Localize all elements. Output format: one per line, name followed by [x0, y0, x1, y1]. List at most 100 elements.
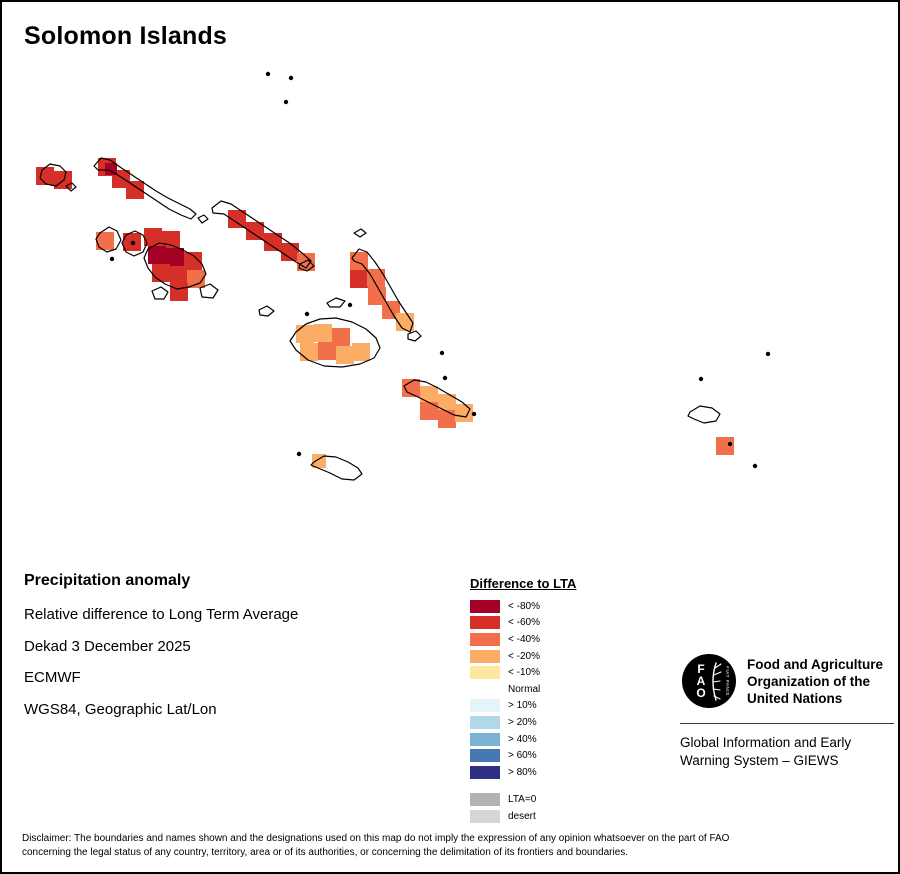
legend-swatch [470, 732, 500, 746]
fao-logo-letter: A [697, 674, 706, 688]
islet-dot [471, 411, 477, 417]
legend-swatch [470, 666, 500, 680]
map-info-line: Dekad 3 December 2025 [24, 637, 191, 655]
anomaly-cell [144, 228, 162, 246]
anomaly-cell [716, 437, 734, 455]
island-outline [197, 214, 209, 224]
anomaly-cell [105, 163, 117, 175]
map-info-line: WGS84, Geographic Lat/Lon [24, 700, 217, 718]
anomaly-cell [402, 379, 420, 397]
legend-swatch [470, 632, 500, 646]
anomaly-cell [350, 270, 368, 288]
islet-dot [752, 463, 758, 469]
islet-dot [304, 311, 310, 317]
islet-dot [698, 376, 704, 382]
island-outline [310, 455, 363, 481]
anomaly-cell [438, 394, 456, 412]
anomaly-cell [54, 171, 72, 189]
anomaly-cell [300, 343, 318, 361]
legend-label: > 20% [508, 716, 537, 728]
island-outline [687, 405, 721, 424]
anomaly-cell [228, 210, 246, 228]
islet-dot [765, 351, 771, 357]
map-info-heading: Precipitation anomaly [24, 572, 191, 589]
legend-swatch [470, 793, 500, 807]
island-outline [39, 163, 67, 187]
anomaly-cell [318, 342, 336, 360]
legend-item: LTA=0 [470, 792, 576, 809]
anomaly-cells [36, 158, 734, 468]
island-outline [151, 286, 169, 300]
legend-label: > 40% [508, 733, 537, 745]
legend-label: < -10% [508, 667, 540, 679]
fao-wheat-icon [712, 662, 722, 701]
legend-swatch [470, 699, 500, 713]
anomaly-cell [297, 253, 315, 271]
legend-swatch [470, 715, 500, 729]
legend-label: LTA=0 [508, 794, 537, 806]
islet-dot [265, 71, 271, 77]
legend-item: < -20% [470, 648, 576, 665]
island-outline [298, 259, 315, 272]
anomaly-cell [314, 324, 332, 342]
island-outline [289, 317, 381, 368]
legend-label: < -80% [508, 600, 540, 612]
anomaly-cell [166, 248, 184, 266]
anomaly-cell [336, 346, 354, 364]
legend-swatch [470, 682, 500, 696]
island-outline [258, 305, 275, 317]
island-outline [353, 228, 367, 238]
fao-logo-letters: FAO [696, 662, 705, 700]
anomaly-cell [36, 167, 54, 185]
legend-label: > 10% [508, 700, 537, 712]
legend-swatch [470, 749, 500, 763]
fao-org-name: Food and Agriculture Organization of the… [747, 656, 883, 706]
island-outline [351, 248, 414, 333]
legend-label: Normal [508, 683, 541, 695]
anomaly-cell [126, 181, 144, 199]
island-outline [326, 297, 346, 308]
island-outline [403, 379, 471, 418]
island-outline [211, 200, 312, 269]
island-outline [95, 226, 122, 253]
island-outline [121, 230, 148, 257]
islet-dot [288, 75, 294, 81]
legend-items: < -80% < -60% < -40% < -20% < -10% Normal > 10… [470, 598, 576, 781]
disclaimer-text: Disclaimer: The boundaries and names sho… [22, 833, 730, 858]
legend-label: < -20% [508, 650, 540, 662]
islet-dot [130, 240, 136, 246]
fao-logo-icon: FAO FIAT PANIS [682, 654, 736, 708]
legend-item: > 20% [470, 714, 576, 731]
anomaly-cell [367, 269, 385, 287]
page-title: Solomon Islands [24, 22, 228, 50]
legend-label: desert [508, 810, 536, 822]
map-info-line: Relative difference to Long Term Average [24, 606, 299, 623]
anomaly-cell [368, 287, 386, 305]
legend-swatch [470, 616, 500, 630]
legend-item: < -80% [470, 598, 576, 615]
anomaly-cell [96, 232, 114, 250]
islet-dot [283, 99, 289, 105]
legend-swatch [470, 765, 500, 779]
legend-item: > 40% [470, 731, 576, 748]
anomaly-cell [246, 222, 264, 240]
legend-item: desert [470, 808, 576, 825]
island-outline [199, 283, 219, 299]
fao-logo-letter: F [697, 662, 704, 676]
islet-dot [109, 256, 115, 262]
anomaly-cell [438, 410, 456, 428]
legend-item: > 60% [470, 747, 576, 764]
fao-logo-motto: FIAT PANIS [725, 666, 730, 696]
map-info: Precipitation anomaly Relative differenc… [24, 572, 298, 732]
anomaly-cell [420, 386, 438, 404]
anomaly-cell [420, 402, 438, 420]
island-outline [143, 242, 207, 290]
anomaly-cell [152, 264, 170, 282]
islet-dot [727, 441, 733, 447]
legend-item: > 80% [470, 764, 576, 781]
anomaly-cell [187, 270, 205, 288]
fao-separator [680, 723, 894, 724]
island-outlines [39, 157, 721, 481]
